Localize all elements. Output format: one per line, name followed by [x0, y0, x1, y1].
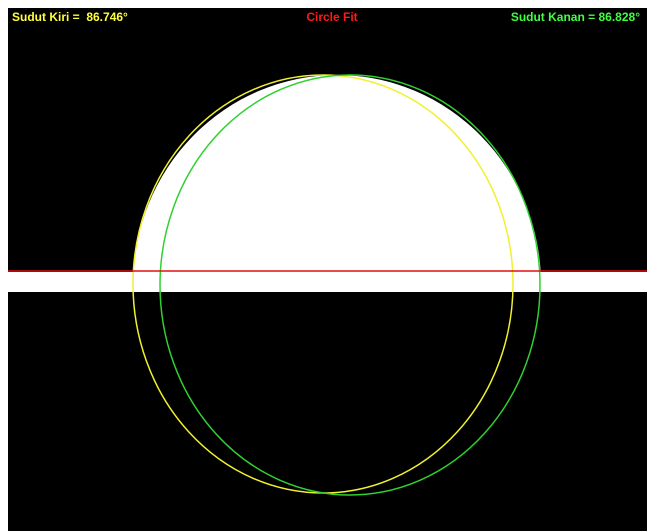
left-angle: Sudut Kiri = 86.746° [12, 10, 128, 24]
right-fit-circle [159, 74, 541, 496]
substrate-reflection [8, 272, 647, 292]
right-angle: Sudut Kanan = 86.828° [511, 10, 640, 24]
droplet [133, 75, 541, 272]
fit-title: Circle Fit [306, 10, 357, 24]
